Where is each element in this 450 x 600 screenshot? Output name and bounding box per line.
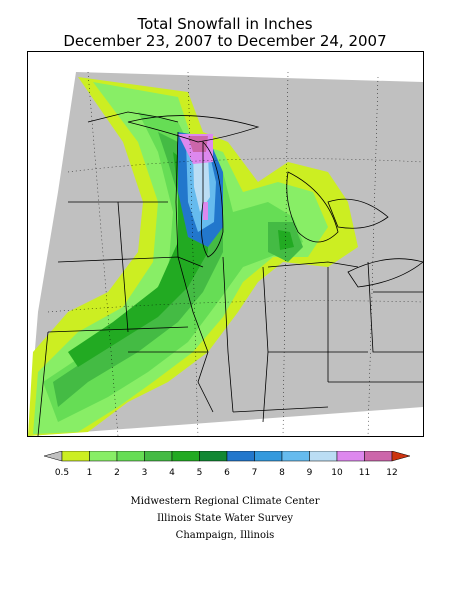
legend-swatch	[171, 450, 200, 462]
credit-line-1: Midwestern Regional Climate Center	[130, 496, 320, 507]
legend-tick-label: 10	[331, 468, 343, 478]
legend-swatch	[254, 450, 283, 462]
legend-tick-label: 5	[197, 468, 203, 478]
legend-swatch	[336, 450, 365, 462]
graticule	[47, 71, 423, 436]
credit-line-2: Illinois State Water Survey	[156, 513, 293, 524]
snow-band-10	[193, 152, 210, 212]
legend-tick-label: 9	[307, 468, 313, 478]
legend-swatch-max	[391, 450, 411, 462]
color-scale-svg: 0.5 1 2 3 4 5 6 7 8 9 10 11 12	[43, 450, 411, 478]
lake-shorelines	[127, 115, 423, 288]
legend-tick-label: 11	[359, 468, 370, 478]
legend-tick-label: 7	[252, 468, 258, 478]
legend-tick-label: 3	[142, 468, 148, 478]
legend-tick-label: 1	[87, 468, 93, 478]
legend-swatch	[309, 450, 338, 462]
legend-swatch	[199, 450, 228, 462]
legend-swatch	[281, 450, 310, 462]
legend-swatch	[89, 450, 118, 462]
snowfall-map-svg	[28, 71, 423, 436]
legend-swatch	[226, 450, 255, 462]
map-subtitle-date-range: December 23, 2007 to December 24, 2007	[63, 32, 387, 50]
legend-tick-label: 12	[386, 468, 397, 478]
legend-swatch	[364, 450, 393, 462]
state-boundaries	[37, 111, 423, 436]
credit-line-3: Champaign, Illinois	[175, 530, 275, 541]
snow-band-11-spot	[203, 202, 208, 220]
snowfall-map	[27, 51, 424, 437]
legend-swatch	[61, 450, 90, 462]
legend-swatch	[144, 450, 173, 462]
legend-swatch	[116, 450, 145, 462]
legend-swatch-min	[43, 450, 63, 462]
legend-tick-label: 2	[114, 468, 120, 478]
legend-tick-label: 4	[169, 468, 175, 478]
legend-tick-label: 8	[279, 468, 285, 478]
missing-data-patch	[248, 420, 288, 436]
map-title: Total Snowfall in Inches	[137, 15, 313, 33]
color-scale-legend: 0.5 1 2 3 4 5 6 7 8 9 10 11 12	[43, 450, 411, 481]
snow-band-michigan-core	[278, 230, 294, 250]
legend-tick-label: 6	[224, 468, 230, 478]
legend-tick-label: 0.5	[55, 468, 69, 478]
